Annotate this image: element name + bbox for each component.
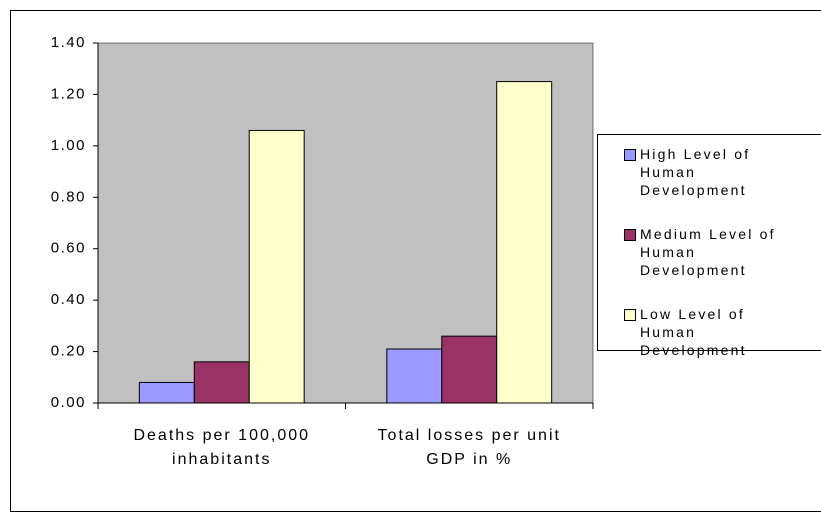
y-tick-label: 1.20 <box>51 85 86 102</box>
y-tick-label: 1.00 <box>51 137 86 154</box>
bar <box>496 81 553 404</box>
x-tick-label: Deaths per 100,000 inhabitants <box>133 427 311 468</box>
chart-frame <box>10 10 821 512</box>
y-tick-label: 0.00 <box>51 394 86 411</box>
bar <box>193 361 250 404</box>
legend-swatch <box>624 229 636 241</box>
y-tick-label: 0.20 <box>51 343 86 360</box>
y-tick-label: 0.60 <box>51 240 86 257</box>
bar <box>138 381 195 404</box>
legend-label: Medium Level of Human Development <box>640 226 776 278</box>
x-tick-label: Total losses per unit GDP in % <box>377 427 561 468</box>
legend: High Level of Human Development Medium Le… <box>597 134 821 358</box>
legend-swatch <box>624 149 636 161</box>
legend-swatch <box>624 309 636 321</box>
legend-label: Low Level of Human Development <box>640 306 747 358</box>
bar <box>441 335 498 404</box>
legend-label: High Level of Human Development <box>640 146 751 198</box>
y-tick-label: 1.40 <box>51 34 86 51</box>
bar <box>248 129 305 404</box>
y-tick-label: 0.40 <box>51 291 86 308</box>
y-tick-label: 0.80 <box>51 188 86 205</box>
bar <box>386 348 443 404</box>
